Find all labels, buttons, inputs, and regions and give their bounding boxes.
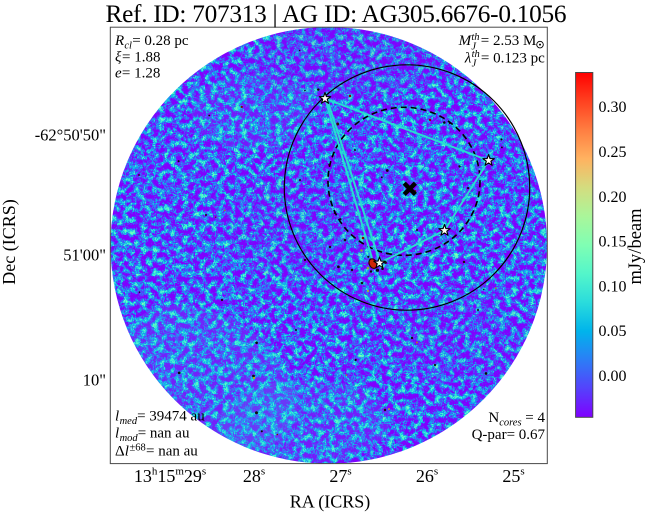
svg-text:0.25: 0.25	[599, 144, 627, 161]
svg-text:Ncores = 4: Ncores = 4	[488, 410, 545, 429]
svg-text:25s​: 25s​	[502, 466, 524, 487]
svg-text:Rcl= 0.28 pc: Rcl= 0.28 pc	[114, 33, 189, 52]
svg-text:28s​: 28s​	[243, 466, 265, 487]
svg-text:e= 1.28: e= 1.28	[115, 66, 160, 82]
svg-text:Ref. ID: 707313 | AG ID: AG305: Ref. ID: 707313 | AG ID: AG305.6676-0.10…	[106, 0, 567, 28]
svg-text:13h​15m​29s​: 13h​15m​29s​	[134, 466, 206, 487]
svg-text:lmed= 39474 au: lmed= 39474 au	[115, 408, 205, 427]
svg-text:0.05: 0.05	[599, 323, 627, 340]
svg-text:-62°50'50": -62°50'50"	[35, 125, 106, 144]
svg-text:0.00: 0.00	[599, 368, 627, 385]
svg-text:Dec (ICRS): Dec (ICRS)	[0, 199, 20, 284]
svg-text:51'00": 51'00"	[63, 245, 106, 264]
svg-text:0.30: 0.30	[599, 99, 627, 116]
svg-text:Δl±68= nan au: Δl±68= nan au	[115, 442, 198, 459]
svg-text:0.10: 0.10	[599, 278, 627, 295]
svg-text:0.20: 0.20	[599, 189, 627, 206]
svg-text:ξ= 1.88: ξ= 1.88	[115, 49, 160, 65]
svg-text:RA (ICRS): RA (ICRS)	[290, 492, 371, 513]
svg-text:10": 10"	[83, 370, 106, 389]
svg-text:27s​: 27s​	[329, 466, 351, 487]
svg-text:0.15: 0.15	[599, 234, 627, 251]
svg-text:mJy/beam: mJy/beam	[626, 208, 646, 285]
svg-text:lmod= nan au: lmod= nan au	[115, 426, 190, 445]
svg-text:Q-par= 0.67: Q-par= 0.67	[472, 427, 546, 443]
svg-text:26s​: 26s​	[416, 466, 438, 487]
